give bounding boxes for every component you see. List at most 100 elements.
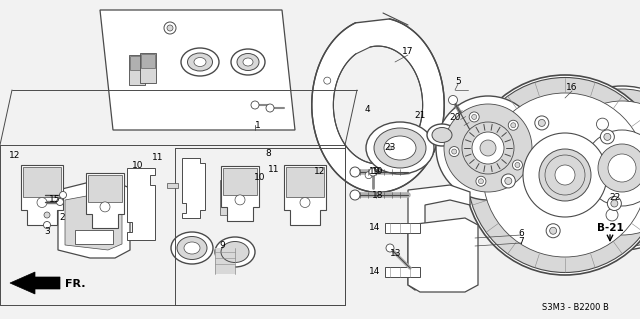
Polygon shape [65, 192, 122, 250]
Circle shape [596, 118, 609, 130]
Circle shape [540, 86, 640, 250]
Polygon shape [141, 54, 155, 68]
Polygon shape [21, 165, 63, 225]
Polygon shape [408, 185, 470, 290]
Circle shape [600, 130, 614, 144]
Circle shape [266, 104, 274, 112]
Polygon shape [182, 158, 205, 218]
Text: 10: 10 [132, 160, 144, 169]
Circle shape [539, 149, 591, 201]
Text: 7: 7 [518, 236, 524, 246]
Ellipse shape [237, 54, 259, 70]
Polygon shape [333, 46, 422, 164]
Circle shape [167, 25, 173, 31]
Polygon shape [221, 166, 259, 220]
Ellipse shape [432, 128, 452, 143]
Text: 18: 18 [372, 190, 384, 199]
Text: 5: 5 [455, 78, 461, 86]
Ellipse shape [171, 232, 213, 264]
Circle shape [472, 115, 477, 119]
Text: 12: 12 [10, 151, 20, 160]
Circle shape [444, 104, 532, 192]
Polygon shape [385, 223, 420, 233]
Circle shape [550, 227, 557, 234]
Polygon shape [312, 19, 444, 192]
Text: S3M3 - B2200 B: S3M3 - B2200 B [541, 302, 609, 311]
Polygon shape [130, 56, 144, 70]
Text: 15: 15 [49, 196, 61, 204]
Text: 2: 2 [59, 213, 65, 222]
Circle shape [483, 93, 640, 257]
Text: 23: 23 [384, 144, 396, 152]
Circle shape [568, 167, 580, 179]
Ellipse shape [194, 57, 206, 66]
Circle shape [164, 22, 176, 34]
Circle shape [501, 174, 515, 188]
Circle shape [465, 75, 640, 275]
Circle shape [515, 162, 520, 167]
Circle shape [388, 146, 392, 150]
Circle shape [60, 191, 67, 198]
Circle shape [606, 209, 618, 221]
Polygon shape [100, 10, 295, 130]
Bar [220, 180, 230, 215]
Circle shape [555, 165, 575, 185]
Circle shape [300, 197, 310, 207]
Polygon shape [385, 267, 420, 277]
Ellipse shape [181, 48, 219, 76]
Text: 4: 4 [364, 106, 370, 115]
Polygon shape [23, 167, 61, 197]
Ellipse shape [184, 242, 200, 254]
Text: 9: 9 [219, 241, 225, 249]
Ellipse shape [231, 49, 265, 75]
Text: 14: 14 [369, 224, 381, 233]
Polygon shape [58, 182, 130, 258]
Circle shape [235, 195, 245, 205]
Circle shape [505, 177, 512, 184]
Polygon shape [284, 165, 326, 225]
Text: 21: 21 [414, 110, 426, 120]
Polygon shape [127, 168, 155, 240]
Ellipse shape [374, 128, 426, 168]
Ellipse shape [384, 136, 416, 160]
Circle shape [350, 167, 360, 177]
Text: 13: 13 [390, 249, 402, 257]
Text: 16: 16 [566, 84, 578, 93]
Circle shape [546, 224, 560, 238]
Ellipse shape [427, 124, 457, 146]
Ellipse shape [243, 58, 253, 66]
Circle shape [324, 77, 331, 84]
Ellipse shape [366, 122, 434, 174]
Text: 6: 6 [518, 228, 524, 238]
Text: 8: 8 [265, 149, 271, 158]
Ellipse shape [221, 241, 249, 263]
Text: 10: 10 [254, 174, 266, 182]
Polygon shape [167, 183, 178, 188]
Circle shape [584, 130, 640, 206]
Circle shape [469, 112, 479, 122]
Text: 11: 11 [152, 152, 164, 161]
Circle shape [449, 146, 459, 157]
Text: FR.: FR. [65, 279, 86, 289]
Text: 14: 14 [369, 268, 381, 277]
Polygon shape [140, 53, 156, 83]
Circle shape [462, 122, 514, 174]
Polygon shape [86, 173, 124, 227]
Circle shape [511, 123, 516, 128]
Ellipse shape [467, 78, 640, 272]
Circle shape [472, 132, 504, 164]
Polygon shape [88, 174, 122, 202]
Circle shape [449, 95, 458, 105]
Circle shape [508, 120, 518, 130]
Circle shape [513, 160, 522, 170]
Circle shape [44, 221, 51, 228]
Circle shape [545, 155, 585, 195]
Circle shape [452, 149, 457, 154]
Bar [215, 248, 235, 274]
Polygon shape [223, 167, 257, 195]
Ellipse shape [188, 53, 212, 71]
Circle shape [523, 133, 607, 217]
Circle shape [56, 198, 63, 205]
Circle shape [604, 133, 611, 140]
Circle shape [365, 172, 372, 179]
